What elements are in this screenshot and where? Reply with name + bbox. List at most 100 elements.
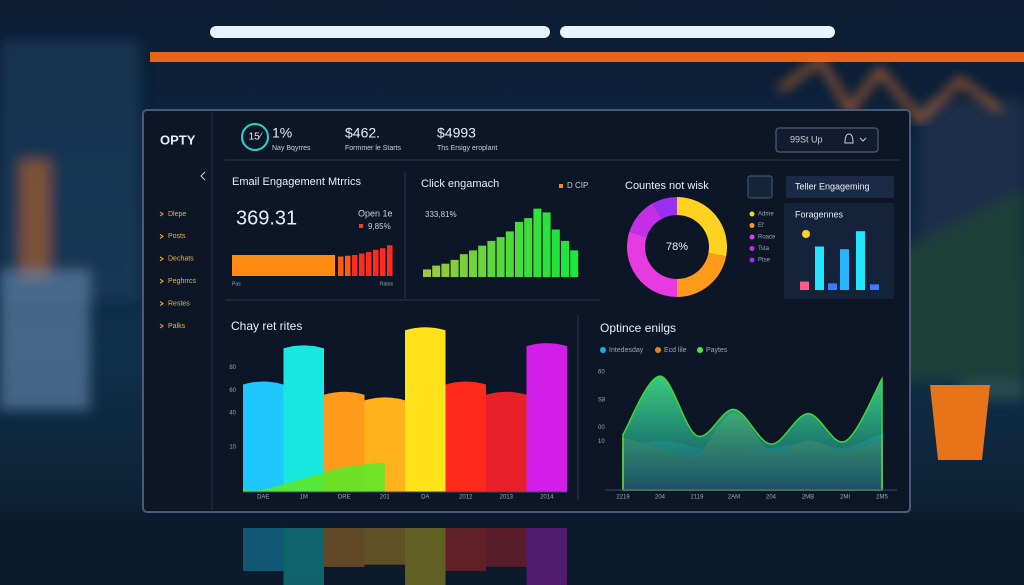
bar (542, 212, 551, 277)
bar (450, 259, 459, 277)
bar-reflection (486, 528, 527, 567)
x-tick-label: 2AM (728, 495, 740, 501)
plant-pot (930, 385, 990, 460)
bar (283, 345, 324, 492)
bar (505, 231, 514, 277)
reflection (243, 528, 567, 585)
bar (524, 218, 533, 277)
nav-item[interactable]: Restes (168, 300, 190, 307)
area (622, 375, 883, 491)
bar (243, 381, 284, 492)
logo: OPTY (160, 132, 196, 147)
bar-reflection (405, 528, 446, 585)
nav-item[interactable]: Peghrrcs (168, 278, 197, 285)
donut-segment (677, 197, 728, 257)
x-tick-label: 204 (766, 495, 777, 501)
mini-panel (784, 203, 894, 299)
teller-button[interactable] (786, 176, 894, 198)
click-value: 333,81% (425, 210, 457, 219)
nav-item[interactable]: Palks (168, 323, 186, 330)
nav-marker (159, 256, 164, 262)
bar (445, 381, 486, 492)
legend-label: Roace (758, 235, 776, 241)
bar-reflection (243, 528, 284, 571)
legend-label: Adme (758, 212, 774, 218)
nav-item[interactable]: Dlepe (168, 211, 186, 218)
button-label[interactable]: Teller Engageming (795, 181, 870, 191)
bar (870, 284, 879, 290)
bar (800, 281, 809, 290)
x-tick-label: 2M5 (876, 495, 888, 501)
neon-lines (778, 57, 1002, 123)
legend-dot (749, 257, 755, 263)
bar (366, 252, 372, 276)
donut-segment (627, 231, 677, 297)
desk (0, 512, 1024, 585)
bar (380, 248, 386, 276)
legend-swatch (359, 224, 363, 228)
open-value: 9,85% (368, 222, 391, 231)
nav-marker (159, 211, 164, 217)
nav-marker (159, 323, 164, 329)
badge: 15⁄ (249, 132, 263, 143)
y-tick-label: S8 (598, 397, 606, 403)
x-tick-label: 2219 (616, 495, 630, 501)
legend-dot (749, 223, 755, 228)
legend-swatch (559, 184, 563, 188)
bar (526, 343, 567, 492)
legend-label: D CIP (567, 181, 588, 190)
nav-item[interactable]: Dechats (168, 256, 194, 263)
nav-item[interactable]: Posts (168, 233, 186, 240)
bar (352, 255, 358, 276)
icon-button[interactable] (747, 175, 773, 199)
pin (802, 230, 810, 238)
stat-value: $462. (345, 125, 380, 141)
stat-value: 1% (272, 125, 292, 141)
y-tick-label: 60 (598, 370, 605, 376)
x-tick-label: DRE (338, 495, 351, 501)
x-tick-label: DA (421, 495, 429, 501)
widgets: 1% Nay Bqyrres $462. Formmer le Starts $4993… (159, 125, 897, 501)
x-tick-label: 2014 (540, 495, 554, 501)
bar (338, 256, 344, 276)
x-tick-label: 204 (655, 495, 666, 501)
y-tick-label: 10 (229, 444, 236, 450)
legend-label: Ecd lile (664, 347, 687, 354)
stat-label: Nay Bqyrres (272, 145, 311, 152)
neon-strip (150, 52, 1024, 62)
bar (441, 263, 450, 277)
nav-marker (159, 278, 164, 284)
bar (387, 245, 393, 276)
button-label[interactable]: 99St Up (790, 134, 823, 144)
bar (469, 250, 477, 277)
legend-dot (749, 211, 755, 217)
bell-icon (844, 133, 854, 144)
bar (359, 253, 365, 276)
bar (840, 249, 849, 290)
axis-label: Ratos (380, 281, 394, 287)
bar (487, 240, 496, 277)
bar (232, 255, 335, 276)
legend-label: Intedesday (609, 347, 644, 354)
bar-reflection (445, 528, 486, 571)
legend-label: Ef (758, 223, 764, 229)
bar (432, 265, 441, 277)
signup-button[interactable] (775, 127, 879, 153)
stat-label: Formmer le Starts (345, 145, 402, 152)
panel-title: Foragennes (795, 209, 844, 219)
legend-label: Ptse (758, 258, 771, 264)
bar-reflection (324, 528, 365, 567)
bar (423, 269, 431, 277)
wave-area (243, 462, 385, 492)
collapse-icon[interactable] (200, 171, 206, 181)
y-tick-label: 00 (598, 425, 605, 431)
donut-segment (677, 252, 727, 297)
panel-title: Countes not wisk (625, 180, 709, 192)
y-tick-label: 10 (598, 439, 605, 445)
legend-dot (655, 347, 661, 353)
panel-title: Chay ret rites (231, 319, 302, 333)
bar-reflection (283, 528, 324, 585)
legend-dot (697, 347, 703, 353)
y-tick-label: 80 (229, 365, 236, 371)
